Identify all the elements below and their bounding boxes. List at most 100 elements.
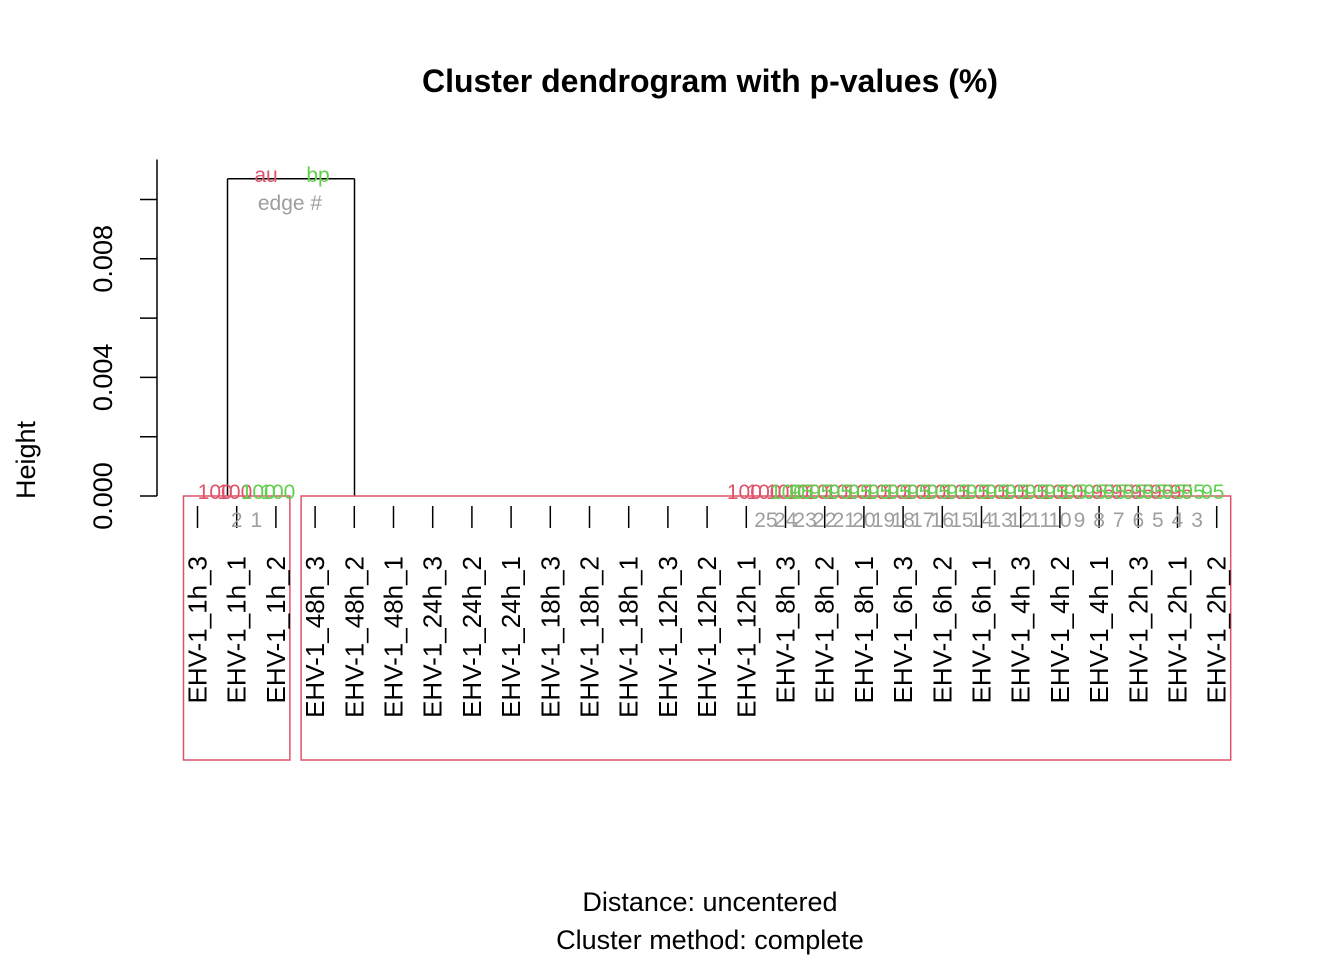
au-value: 100 [942,481,977,504]
bp-value: 95 [790,481,813,504]
bp-value: 95 [927,481,950,504]
leaf-label: EHV-1_2h_2 [1202,556,1232,703]
leaf-label: EHV-1_6h_3 [888,556,918,703]
chart-title: Cluster dendrogram with p-values (%) [422,63,998,99]
edge-number: 13 [989,509,1012,532]
au-value: 100 [962,481,997,504]
edge-number: 22 [813,509,836,532]
leaf-label: EHV-1_48h_2 [339,556,369,718]
leaf-label: EHV-1_4h_3 [1006,556,1036,703]
bp-value: 100 [770,481,805,504]
x-axis-label-method: Cluster method: complete [556,925,864,955]
au-value: 100 [1001,481,1036,504]
edge-number: 8 [1093,509,1105,532]
au-value: 100 [884,481,919,504]
bp-value: 95 [1005,481,1028,504]
leaf-label: EHV-1_1h_3 [183,556,213,703]
leaf-label: EHV-1_4h_1 [1084,556,1114,703]
leaf-label: EHV-1_8h_1 [849,556,879,703]
bp-value: 95 [809,481,832,504]
au-value: 100 [1021,481,1056,504]
leaf-label: EHV-1_1h_1 [222,556,252,703]
leaf-label: EHV-1_12h_2 [692,556,722,718]
legend-au: au [254,164,277,187]
au-value: 100 [1040,481,1075,504]
legend-bp: bp [306,164,329,187]
edge-number: 20 [852,509,875,532]
cluster-box [182,495,291,761]
bp-value: 95 [966,481,989,504]
leaf-label: EHV-1_48h_1 [379,556,409,718]
dendrogram-branches [196,177,1218,528]
y-tick-label: 0.004 [88,344,118,412]
leaf-label: EHV-1_8h_2 [810,556,840,703]
bp-value: 95 [1123,481,1146,504]
edge-number: 21 [833,509,856,532]
y-axis-label: Height [11,420,41,499]
leaf-label: EHV-1_24h_2 [457,556,487,718]
edge-number: 16 [931,509,954,532]
cluster-box [300,495,1232,761]
bp-value: 95 [1162,481,1185,504]
au-bp-legend: au bp edge # [254,164,329,215]
edge-number: 3 [1191,509,1203,532]
bp-value: 95 [829,481,852,504]
edge-number: 25 [754,509,777,532]
leaf-label: EHV-1_48h_3 [300,556,330,718]
au-value: 100 [766,481,801,504]
bp-value: 95 [1201,481,1224,504]
edge-number: 7 [1113,509,1125,532]
leaf-label: EHV-1_18h_3 [535,556,565,718]
au-value: 95 [1170,481,1193,504]
bp-value: 95 [1044,481,1067,504]
edge-number: 6 [1132,509,1144,532]
edge-number: 24 [774,509,798,532]
au-value: 100 [805,481,840,504]
edge-number: 12 [1009,509,1032,532]
au-value: 95 [1150,481,1173,504]
au-value: 100 [746,481,781,504]
x-axis-label-distance: Distance: uncentered [582,887,837,917]
leaf-label: EHV-1_24h_1 [496,556,526,718]
edge-number: 10 [1048,509,1071,532]
y-tick-label: 0.000 [88,462,118,530]
edge-number: 11 [1029,509,1051,532]
bp-value: 100 [241,481,276,504]
leaf-label: EHV-1_12h_3 [653,556,683,718]
bp-value: 95 [1025,481,1048,504]
edge-number: 5 [1152,509,1164,532]
au-value: 95 [1111,481,1134,504]
bp-value: 95 [1064,481,1087,504]
bp-value: 95 [868,481,891,504]
bp-value: 95 [946,481,969,504]
bp-value: 95 [1084,481,1107,504]
bp-value: 95 [1182,481,1205,504]
bp-value: 95 [1103,481,1126,504]
leaf-label: EHV-1_2h_1 [1163,556,1193,703]
leaf-label: EHV-1_6h_2 [927,556,957,703]
au-value: 100 [1060,481,1095,504]
leaf-labels: EHV-1_1h_3 EHV-1_1h_1 EHV-1_1h_2 EHV-1_48h_… [183,556,1232,718]
au-value: 100 [864,481,899,504]
au-value: 100 [198,481,233,504]
leaf-label: EHV-1_24h_3 [418,556,448,718]
leaf-label: EHV-1_1h_2 [261,556,291,703]
edge-number: 19 [872,509,895,532]
leaf-label: EHV-1_2h_3 [1123,556,1153,703]
edge-number: 23 [793,509,816,532]
leaf-label: EHV-1_18h_1 [614,556,644,718]
au-value: 100 [923,481,958,504]
leaf-label: EHV-1_18h_2 [575,556,605,718]
edge-number: 18 [891,509,914,532]
au-value: 100 [727,481,762,504]
au-value: 100 [217,481,252,504]
au-value: 95 [1091,481,1114,504]
edge-number: 17 [911,509,934,532]
au-value: 95 [1131,481,1154,504]
au-value: 100 [786,481,821,504]
edge-number: 14 [970,509,994,532]
au-value: 100 [844,481,879,504]
edge-number: 4 [1172,509,1184,532]
